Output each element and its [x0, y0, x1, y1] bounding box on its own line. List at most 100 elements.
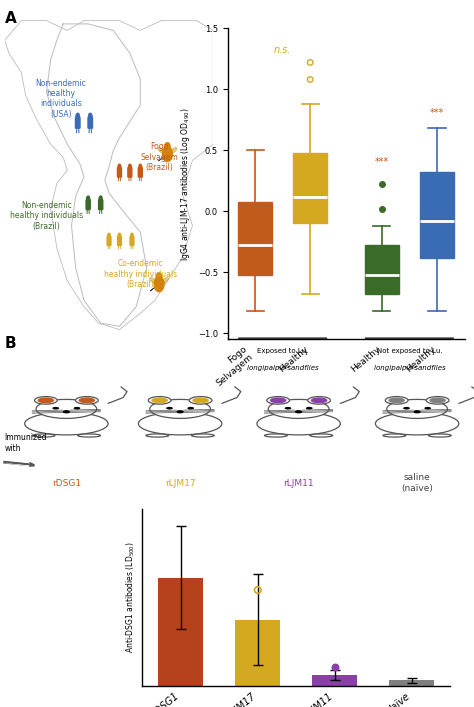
- Text: A: A: [5, 11, 17, 25]
- Ellipse shape: [170, 148, 177, 153]
- Point: [254, 585, 262, 596]
- Bar: [390, 680, 434, 686]
- Text: Co-endemic
healthy individuals
(Brazil): Co-endemic healthy individuals (Brazil): [104, 259, 177, 289]
- Ellipse shape: [78, 434, 100, 437]
- Ellipse shape: [73, 407, 81, 409]
- Circle shape: [99, 195, 103, 202]
- Ellipse shape: [187, 407, 194, 409]
- Ellipse shape: [428, 434, 451, 437]
- Ellipse shape: [79, 397, 95, 403]
- Text: Non-endemic
healthy
individuals
(USA): Non-endemic healthy individuals (USA): [36, 78, 86, 119]
- Circle shape: [156, 273, 162, 281]
- FancyBboxPatch shape: [87, 117, 93, 129]
- FancyBboxPatch shape: [129, 235, 135, 246]
- Circle shape: [86, 195, 91, 202]
- Circle shape: [107, 233, 111, 239]
- Text: ***: ***: [430, 108, 444, 118]
- Text: n.s.: n.s.: [274, 45, 292, 54]
- Ellipse shape: [270, 397, 286, 403]
- Text: Immunized
with: Immunized with: [5, 433, 47, 452]
- FancyBboxPatch shape: [117, 167, 122, 177]
- Bar: [312, 675, 357, 686]
- Circle shape: [387, 399, 447, 419]
- Text: rDSG1: rDSG1: [52, 479, 81, 488]
- Ellipse shape: [310, 434, 333, 437]
- Ellipse shape: [306, 407, 313, 409]
- Circle shape: [36, 399, 97, 419]
- Y-axis label: Anti-DSG1 antibodies (LD$_{500}$): Anti-DSG1 antibodies (LD$_{500}$): [124, 542, 137, 653]
- Text: saline
(naïve): saline (naïve): [401, 473, 433, 493]
- Ellipse shape: [257, 412, 340, 435]
- Point: [378, 179, 386, 190]
- Circle shape: [138, 163, 142, 170]
- Ellipse shape: [426, 397, 449, 404]
- Ellipse shape: [52, 407, 59, 409]
- Point: [331, 662, 338, 673]
- Ellipse shape: [403, 407, 410, 409]
- Ellipse shape: [25, 412, 108, 435]
- Circle shape: [177, 411, 183, 413]
- Bar: [236, 619, 280, 686]
- Circle shape: [64, 411, 69, 413]
- Ellipse shape: [189, 397, 212, 404]
- FancyBboxPatch shape: [107, 235, 111, 246]
- Ellipse shape: [166, 407, 173, 409]
- Circle shape: [163, 146, 172, 162]
- Text: Exposed to Lu.: Exposed to Lu.: [257, 348, 308, 354]
- Ellipse shape: [284, 407, 292, 409]
- Circle shape: [118, 163, 121, 170]
- Ellipse shape: [429, 397, 446, 403]
- Text: longipalpis sandflies: longipalpis sandflies: [247, 365, 319, 371]
- FancyBboxPatch shape: [117, 235, 122, 246]
- Point: [306, 57, 314, 68]
- Ellipse shape: [158, 148, 165, 153]
- Circle shape: [128, 163, 132, 170]
- Circle shape: [118, 233, 121, 239]
- Ellipse shape: [385, 397, 408, 404]
- PathPatch shape: [238, 201, 272, 275]
- Ellipse shape: [150, 278, 156, 284]
- PathPatch shape: [420, 173, 454, 257]
- Circle shape: [296, 411, 301, 413]
- Text: longipalpis sandflies: longipalpis sandflies: [374, 365, 445, 371]
- Text: ***: ***: [375, 157, 389, 167]
- Text: Fogo
Selvagem
(Brazil): Fogo Selvagem (Brazil): [140, 142, 178, 172]
- Ellipse shape: [383, 434, 406, 437]
- Ellipse shape: [146, 434, 169, 437]
- Text: rLJM11: rLJM11: [283, 479, 314, 488]
- Circle shape: [130, 233, 134, 239]
- FancyBboxPatch shape: [98, 199, 103, 210]
- Ellipse shape: [148, 397, 171, 404]
- PathPatch shape: [365, 245, 399, 294]
- Text: Non-endemic
healthy individuals
(Brazil): Non-endemic healthy individuals (Brazil): [10, 201, 83, 230]
- Ellipse shape: [267, 397, 290, 404]
- Point: [306, 74, 314, 85]
- PathPatch shape: [293, 153, 327, 223]
- Ellipse shape: [151, 397, 168, 403]
- Circle shape: [154, 276, 164, 292]
- Circle shape: [414, 411, 420, 413]
- Ellipse shape: [388, 397, 405, 403]
- FancyBboxPatch shape: [127, 167, 133, 177]
- Ellipse shape: [375, 412, 459, 435]
- Ellipse shape: [311, 397, 328, 403]
- Ellipse shape: [308, 397, 330, 404]
- FancyBboxPatch shape: [75, 117, 81, 129]
- Ellipse shape: [264, 434, 287, 437]
- Point: [378, 203, 386, 214]
- Ellipse shape: [75, 397, 98, 404]
- Ellipse shape: [37, 397, 54, 403]
- Ellipse shape: [162, 278, 169, 284]
- FancyBboxPatch shape: [85, 199, 91, 210]
- FancyBboxPatch shape: [137, 167, 143, 177]
- Ellipse shape: [35, 397, 57, 404]
- Ellipse shape: [191, 434, 214, 437]
- Ellipse shape: [32, 434, 55, 437]
- Bar: [158, 578, 203, 686]
- Text: B: B: [5, 336, 17, 351]
- Circle shape: [268, 399, 329, 419]
- Ellipse shape: [192, 397, 209, 403]
- Text: rLJM17: rLJM17: [165, 479, 195, 488]
- Y-axis label: IgG4 anti-LJM-17 antibodies (Log OD$_{490}$): IgG4 anti-LJM-17 antibodies (Log OD$_{49…: [179, 107, 192, 261]
- Ellipse shape: [138, 412, 222, 435]
